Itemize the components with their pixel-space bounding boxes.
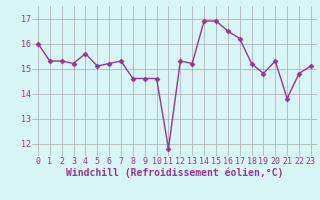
X-axis label: Windchill (Refroidissement éolien,°C): Windchill (Refroidissement éolien,°C) xyxy=(66,168,283,178)
